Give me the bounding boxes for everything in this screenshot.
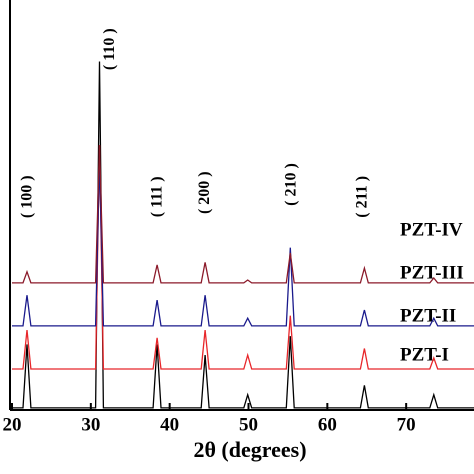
peak-label: ( 111 ) <box>149 176 166 217</box>
x-axis-label: 2θ (degrees) <box>193 437 306 462</box>
peak-label: ( 210 ) <box>283 163 300 206</box>
x-tick-label: 70 <box>397 414 416 435</box>
series-label: PZT-III <box>400 262 464 283</box>
x-tick-label: 60 <box>318 414 337 435</box>
x-tick-label: 30 <box>81 414 100 435</box>
series-label: PZT-I <box>400 344 449 365</box>
peak-label: ( 211 ) <box>353 176 370 218</box>
series-line <box>12 159 474 327</box>
peak-label: ( 100 ) <box>18 175 35 218</box>
series-label: PZT-IV <box>400 219 463 240</box>
x-tick-label: 40 <box>160 414 179 435</box>
series-label: PZT-II <box>400 305 456 326</box>
series-line <box>12 145 474 284</box>
peak-label: ( 110 ) <box>101 28 118 70</box>
x-tick-label: 50 <box>239 414 258 435</box>
series-line <box>12 145 474 370</box>
x-tick-label: 20 <box>3 414 22 435</box>
peak-label: ( 200 ) <box>196 171 213 214</box>
